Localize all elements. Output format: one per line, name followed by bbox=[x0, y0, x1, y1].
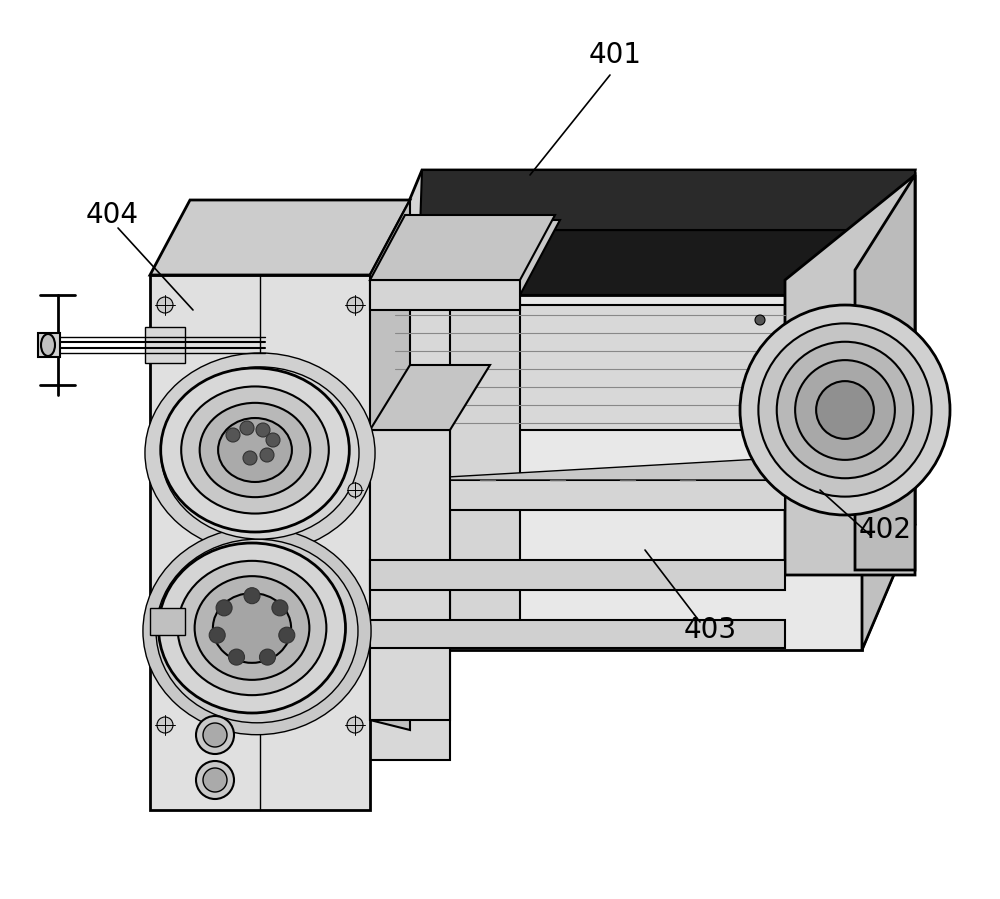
Circle shape bbox=[229, 649, 245, 665]
Circle shape bbox=[259, 649, 275, 665]
Polygon shape bbox=[420, 170, 915, 230]
Circle shape bbox=[216, 600, 232, 616]
Polygon shape bbox=[150, 275, 370, 810]
Ellipse shape bbox=[777, 342, 913, 478]
Polygon shape bbox=[450, 220, 560, 295]
Ellipse shape bbox=[348, 483, 362, 497]
Polygon shape bbox=[370, 215, 555, 280]
Ellipse shape bbox=[218, 418, 292, 482]
Ellipse shape bbox=[203, 768, 227, 792]
Polygon shape bbox=[370, 295, 862, 650]
Circle shape bbox=[243, 451, 257, 465]
Polygon shape bbox=[395, 480, 785, 510]
Ellipse shape bbox=[347, 717, 363, 733]
Circle shape bbox=[755, 315, 765, 325]
Ellipse shape bbox=[740, 305, 950, 515]
Ellipse shape bbox=[195, 576, 309, 680]
Text: 402: 402 bbox=[858, 516, 912, 544]
Text: 403: 403 bbox=[683, 616, 737, 644]
Ellipse shape bbox=[41, 334, 55, 356]
Ellipse shape bbox=[203, 723, 227, 747]
Polygon shape bbox=[855, 175, 915, 570]
Ellipse shape bbox=[795, 360, 895, 460]
Ellipse shape bbox=[181, 387, 329, 513]
Circle shape bbox=[279, 628, 295, 643]
Polygon shape bbox=[370, 525, 915, 650]
Circle shape bbox=[244, 588, 260, 604]
Circle shape bbox=[256, 423, 270, 437]
Circle shape bbox=[226, 428, 240, 442]
Polygon shape bbox=[150, 200, 410, 275]
Circle shape bbox=[260, 448, 274, 462]
Polygon shape bbox=[370, 365, 490, 430]
Ellipse shape bbox=[758, 324, 932, 496]
Polygon shape bbox=[38, 333, 60, 357]
Ellipse shape bbox=[143, 528, 371, 734]
Polygon shape bbox=[862, 170, 915, 650]
Ellipse shape bbox=[200, 403, 310, 497]
Polygon shape bbox=[395, 455, 830, 480]
Ellipse shape bbox=[157, 717, 173, 733]
Ellipse shape bbox=[347, 297, 363, 313]
Circle shape bbox=[266, 433, 280, 447]
Polygon shape bbox=[370, 650, 450, 760]
Ellipse shape bbox=[145, 353, 375, 553]
Ellipse shape bbox=[196, 716, 234, 754]
Polygon shape bbox=[150, 608, 185, 635]
Ellipse shape bbox=[157, 297, 173, 313]
Polygon shape bbox=[370, 560, 785, 590]
Circle shape bbox=[240, 421, 254, 435]
Text: 401: 401 bbox=[588, 41, 642, 69]
Ellipse shape bbox=[178, 561, 326, 695]
Polygon shape bbox=[395, 305, 785, 430]
Polygon shape bbox=[145, 327, 185, 363]
Polygon shape bbox=[450, 295, 520, 640]
Ellipse shape bbox=[213, 593, 291, 663]
Circle shape bbox=[209, 628, 225, 643]
Polygon shape bbox=[370, 200, 410, 730]
Polygon shape bbox=[785, 175, 915, 575]
Polygon shape bbox=[370, 170, 915, 295]
Polygon shape bbox=[420, 230, 855, 295]
Ellipse shape bbox=[196, 761, 234, 799]
Ellipse shape bbox=[156, 539, 358, 723]
Ellipse shape bbox=[816, 381, 874, 439]
Polygon shape bbox=[370, 620, 785, 648]
Text: 404: 404 bbox=[86, 201, 138, 229]
Ellipse shape bbox=[158, 543, 346, 713]
Circle shape bbox=[272, 600, 288, 616]
Ellipse shape bbox=[161, 368, 349, 532]
Ellipse shape bbox=[161, 367, 359, 539]
Polygon shape bbox=[370, 430, 450, 720]
Polygon shape bbox=[370, 280, 520, 310]
